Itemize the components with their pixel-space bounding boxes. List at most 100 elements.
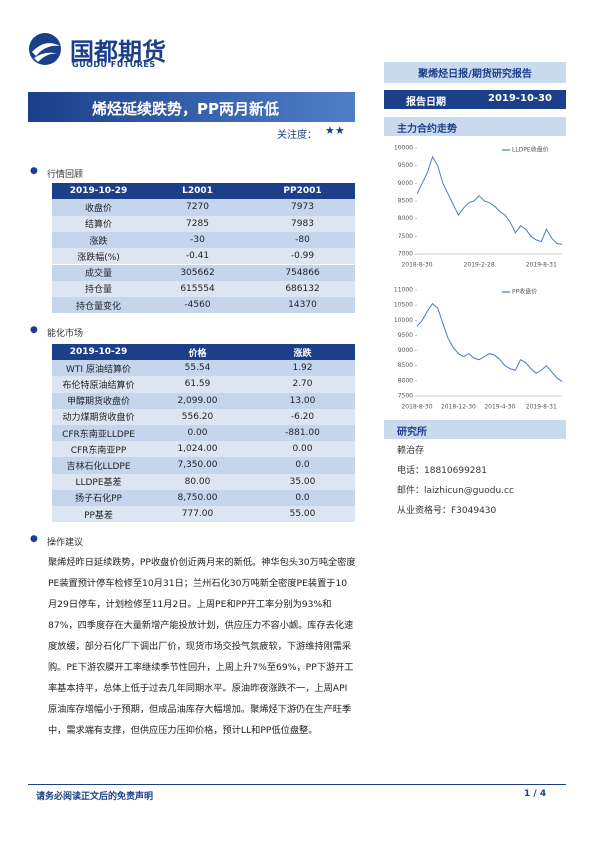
table-row <box>52 344 355 361</box>
line-series <box>416 302 563 383</box>
table-cell: 涨跌幅(%) <box>77 252 120 263</box>
table-row <box>52 183 355 200</box>
table-cell: 结算价 <box>84 220 112 231</box>
y-tick-label: 10500 <box>394 302 413 309</box>
table-cell: 556.20 <box>181 411 214 422</box>
table-cell: 686132 <box>285 283 320 294</box>
table-cell: 7983 <box>291 218 314 229</box>
table-cell: 布伦特原油结算价 <box>62 380 135 391</box>
table-row <box>52 425 355 442</box>
table-cell: 8,750.00 <box>177 492 218 503</box>
table-cell: 55.54 <box>184 363 211 374</box>
table-cell: 0.00 <box>187 428 208 439</box>
x-tick-label: 2019-2-28 <box>464 262 495 269</box>
logo-en: GUODU FUTURES <box>72 60 156 69</box>
table-row <box>52 392 355 409</box>
table-cell: 2,099.00 <box>177 395 218 406</box>
table-row <box>52 264 355 281</box>
email: 邮件：laizhicun@guodu.cc <box>397 486 514 496</box>
line-series <box>416 155 563 245</box>
advice-text: 聚烯烃昨日延续跌势，PP收盘价创近两月来的新低。神华包头30万吨全密度PE装置预… <box>48 557 356 736</box>
y-tick-label: 8500 <box>398 362 413 369</box>
legend-label: PP收盘价 <box>512 288 537 296</box>
y-tick-label: 9500 <box>398 332 413 339</box>
table-cell: 777.00 <box>181 509 214 520</box>
table-row <box>52 376 355 393</box>
logo-icon <box>29 33 61 65</box>
y-tick-label: 8500 <box>398 198 413 205</box>
x-tick-label: 2018-8-30 <box>401 404 432 411</box>
license: 从业资格号：F3049430 <box>397 506 497 516</box>
x-tick-label: 2019-4-30 <box>484 404 515 411</box>
y-tick-label: 10000 <box>394 317 413 324</box>
table-cell: 收盘价 <box>84 203 112 214</box>
table-cell: 80.00 <box>184 476 211 487</box>
section-heading: 操作建议 <box>47 538 84 548</box>
table-cell: PP基差 <box>84 510 113 521</box>
chart: 7000 7500 8000 8500 9000 9500 10000 2018-8-30 20… <box>394 145 563 269</box>
table-row <box>52 280 355 298</box>
x-tick-label: 2019-8-31 <box>526 262 557 269</box>
date: 2019-10-30 <box>488 93 552 104</box>
page-number: 1 / 4 <box>524 789 547 799</box>
chart-heading: 主力合约走势 <box>397 124 457 135</box>
table-cell: 35.00 <box>289 476 316 487</box>
table-cell: 0.0 <box>295 492 310 503</box>
table-cell: 55.00 <box>289 509 316 520</box>
research-bar <box>384 420 566 439</box>
y-tick-label: 10000 <box>394 145 413 152</box>
table-cell: 0.00 <box>292 444 313 455</box>
report-type: 聚烯烃日报/期货研究报告 <box>384 62 566 83</box>
table-cell: 7973 <box>291 202 314 213</box>
table-header-cell: 2019-10-29 <box>69 347 128 358</box>
table-cell: 1.92 <box>292 363 313 374</box>
y-tick-label: 9500 <box>398 162 413 169</box>
y-tick-label: 8000 <box>398 215 413 222</box>
table-cell: -6.20 <box>290 411 315 422</box>
table-row <box>52 441 355 458</box>
table-row <box>52 489 355 506</box>
table-row <box>52 199 355 216</box>
analyst: 赖治存 <box>397 446 425 456</box>
table-row <box>52 457 355 474</box>
table-cell: 动力煤期货收盘价 <box>62 413 135 424</box>
x-tick-label: 2018-12-30 <box>441 404 476 411</box>
table-cell: 615554 <box>180 283 215 294</box>
table-cell: 成交量 <box>84 269 112 280</box>
table-cell: 7,350.00 <box>177 460 218 471</box>
table-cell: 扬子石化PP <box>75 494 122 505</box>
legend-label: LLDPE收盘价 <box>512 146 549 154</box>
section-heading: 能化市场 <box>47 329 84 339</box>
table-row <box>52 231 355 249</box>
date-label: 报告日期 <box>406 97 446 108</box>
table-cell: 7285 <box>186 218 209 229</box>
section-heading: 行情回顾 <box>47 170 84 180</box>
chart: 7500 8000 8500 9000 9500 10000 10500 11000 2018-… <box>394 287 563 411</box>
table-cell: LLDPE基差 <box>75 478 122 489</box>
table-cell: 1,024.00 <box>177 444 218 455</box>
y-tick-label: 7000 <box>398 251 413 258</box>
phone: 电话：18810699281 <box>397 466 487 476</box>
table-row <box>52 360 355 377</box>
title-bar <box>28 92 355 122</box>
table-cell: CFR东南亚PP <box>70 445 127 456</box>
table-cell: -881.00 <box>285 428 320 439</box>
table-cell: -80 <box>295 235 310 246</box>
table-row <box>52 215 355 232</box>
table-cell: 754866 <box>285 267 320 278</box>
table-cell: 0.0 <box>295 460 310 471</box>
table-cell: 61.59 <box>184 379 211 390</box>
table-cell: 13.00 <box>289 395 316 406</box>
table-cell: WTI 原油结算价 <box>66 364 131 375</box>
table-cell: 305662 <box>180 267 215 278</box>
table-cell: 2.70 <box>292 379 313 390</box>
y-tick-label: 8000 <box>398 377 413 384</box>
table-header-cell: 涨跌 <box>293 348 312 359</box>
table-cell: -4560 <box>184 300 211 311</box>
disclaimer: 请务必阅读正文后的免责声明 <box>36 792 154 802</box>
table-cell: -0.41 <box>185 251 210 262</box>
table-cell: CFR东南亚LLDPE <box>62 429 135 440</box>
title: 烯烃延续跌势，PP两月新低 <box>92 100 279 118</box>
table-cell: 涨跌 <box>89 236 108 247</box>
